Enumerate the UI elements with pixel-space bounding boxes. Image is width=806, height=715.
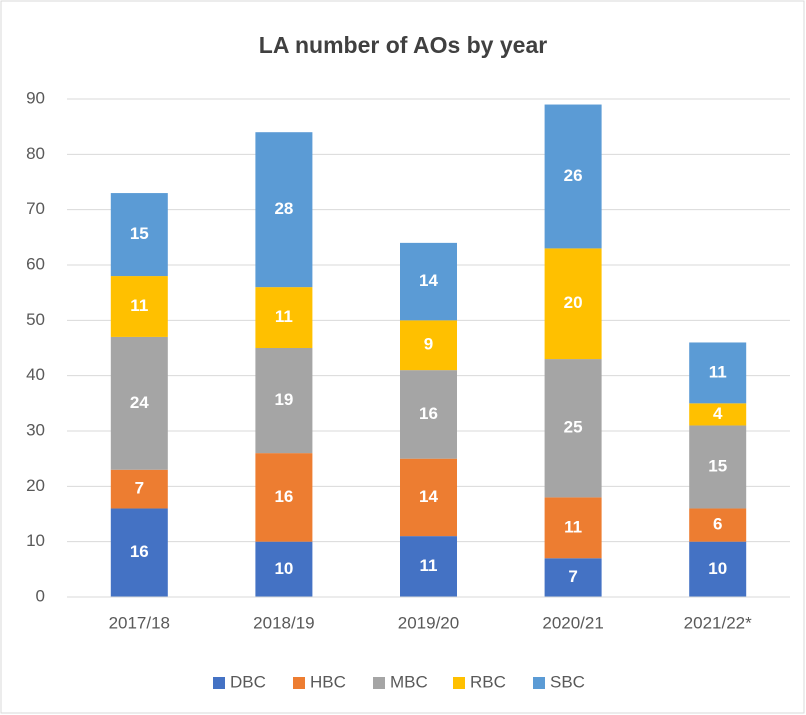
bar-segment [110, 276, 168, 337]
y-tick-label: 0 [36, 586, 45, 605]
data-label: 20 [564, 293, 583, 312]
bar-segment [255, 541, 313, 597]
legend-swatch [373, 677, 385, 689]
bar-segment [544, 248, 602, 360]
bar-segment [255, 348, 313, 454]
bar-segment [689, 425, 747, 509]
y-tick-label: 10 [26, 531, 45, 550]
y-tick-label: 80 [26, 144, 45, 163]
legend-swatch [293, 677, 305, 689]
x-tick-label: 2020/21 [542, 613, 603, 632]
data-label: 6 [713, 515, 722, 534]
data-label: 11 [564, 517, 582, 536]
bar-segment [255, 287, 313, 348]
bar-segment [110, 508, 168, 597]
legend-swatch [213, 677, 225, 689]
data-label: 11 [709, 362, 727, 381]
bar-segment [400, 242, 457, 321]
bar-segment [400, 536, 457, 597]
bar-segment [544, 497, 602, 559]
bar-segment [689, 342, 747, 404]
y-tick-label: 90 [26, 88, 45, 107]
bar-segment [544, 558, 602, 597]
x-tick-label: 2019/20 [398, 613, 459, 632]
y-tick-label: 30 [26, 420, 45, 439]
y-tick-label: 70 [26, 199, 45, 218]
data-label: 11 [130, 296, 148, 315]
data-label: 10 [708, 559, 727, 578]
data-label: 9 [424, 335, 433, 354]
bar-segment [110, 193, 168, 277]
bar-segment [110, 469, 168, 509]
data-label: 11 [275, 307, 293, 326]
data-label: 24 [130, 393, 149, 412]
data-label: 7 [135, 479, 144, 498]
data-label: 16 [274, 487, 293, 506]
x-tick-label: 2018/19 [253, 613, 314, 632]
legend-label: RBC [470, 672, 506, 691]
data-label: 15 [130, 224, 149, 243]
data-label: 26 [564, 166, 583, 185]
bar-segment [400, 370, 457, 459]
bar-segment [255, 453, 313, 542]
bar-segment [110, 336, 168, 470]
data-label: 7 [568, 567, 577, 586]
x-tick-label: 2021/22* [684, 613, 752, 632]
data-label: 10 [274, 559, 293, 578]
data-label: 11 [420, 556, 438, 575]
bar-segment [689, 508, 747, 542]
bar-segment [400, 458, 457, 537]
data-label: 14 [419, 271, 438, 290]
legend-label: MBC [390, 672, 428, 691]
data-label: 28 [274, 199, 293, 218]
bar-segment [544, 359, 602, 498]
chart-title: LA number of AOs by year [259, 32, 547, 58]
legend-label: DBC [230, 672, 266, 691]
data-label: 4 [713, 404, 723, 423]
data-label: 16 [419, 404, 438, 423]
bar-segment [689, 403, 747, 426]
data-label: 19 [274, 390, 293, 409]
legend-swatch [453, 677, 465, 689]
bar-segment [400, 320, 457, 371]
y-tick-label: 40 [26, 365, 45, 384]
y-tick-label: 50 [26, 310, 45, 329]
legend-label: HBC [310, 672, 346, 691]
data-label: 15 [708, 456, 727, 475]
x-tick-label: 2017/18 [109, 613, 170, 632]
legend-swatch [533, 677, 545, 689]
bar-segment [544, 104, 602, 249]
bar-segment [255, 132, 313, 288]
data-label: 25 [564, 418, 583, 437]
y-tick-label: 60 [26, 254, 45, 273]
y-tick-label: 20 [26, 476, 45, 495]
data-label: 14 [419, 487, 438, 506]
data-label: 16 [130, 542, 149, 561]
bar-segment [689, 541, 747, 597]
legend-label: SBC [550, 672, 585, 691]
